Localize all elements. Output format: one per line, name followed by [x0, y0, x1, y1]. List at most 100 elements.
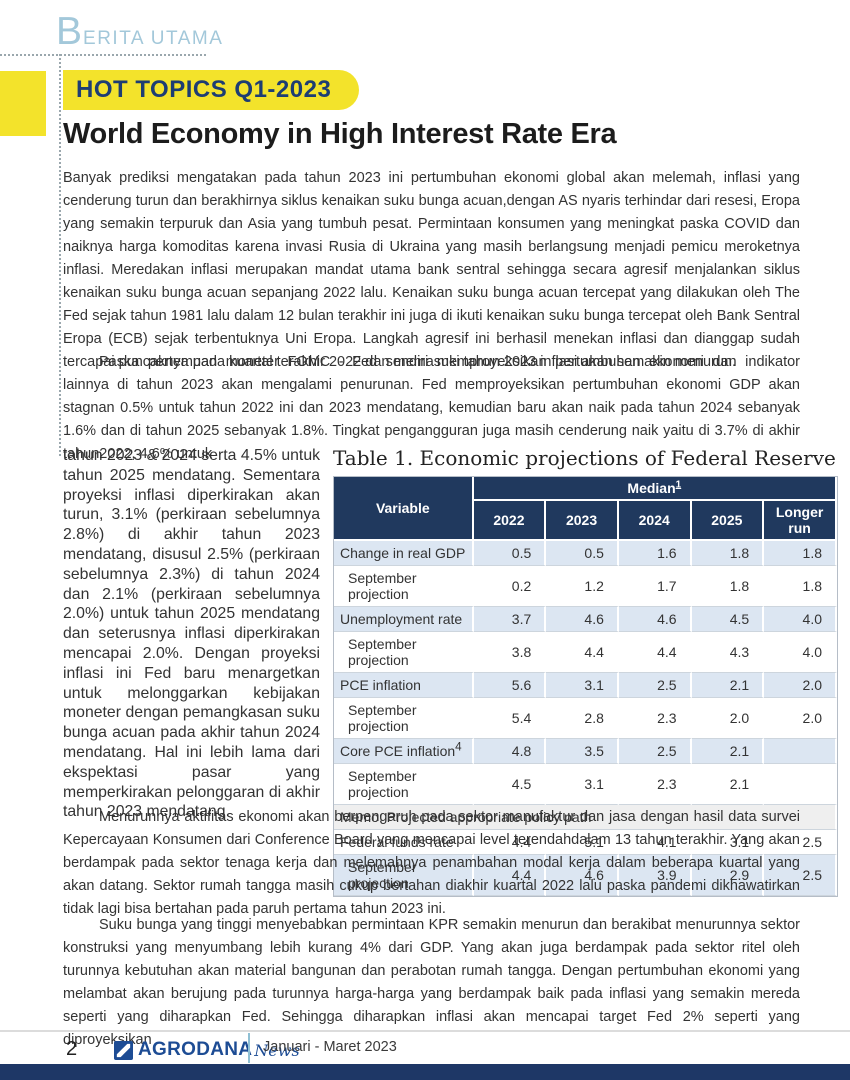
cell-value: 2.1	[691, 739, 765, 764]
median-footnote-sup: 1	[675, 479, 682, 491]
cell-value: 5.4	[473, 698, 547, 739]
col-header-2022: 2022	[473, 501, 547, 541]
row-label: PCE inflation	[334, 673, 474, 698]
footer-divider	[248, 1033, 250, 1063]
cell-value: 2.5	[618, 739, 692, 764]
cell-value: 3.1	[691, 830, 765, 855]
row-label: Core PCE inflation4	[334, 739, 474, 764]
cell-value: 1.6	[618, 541, 692, 566]
cell-value: 1.8	[764, 566, 837, 607]
cell-value: 3.1	[546, 764, 619, 805]
table-row: September projection 4.5 3.1 2.3 2.1	[334, 764, 837, 805]
col-header-2024: 2024	[618, 501, 692, 541]
paragraph-2-side: tahun 2023 & 2024 serta 4.5% untuk tahun…	[63, 447, 320, 821]
table-memo-row: Memo: Projected appropriate policy path	[334, 805, 837, 830]
memo-label: Memo: Projected appropriate policy path	[334, 805, 837, 830]
cell-value: 4.6	[546, 855, 619, 896]
col-header-2023: 2023	[546, 501, 619, 541]
paragraph-3: Menurunnya aktifitas ekonomi akan berpen…	[63, 809, 800, 917]
cell-value: 2.3	[618, 764, 692, 805]
row-footnote-sup: 4	[455, 740, 462, 754]
col-header-2025: 2025	[691, 501, 765, 541]
dotted-line-horizontal	[0, 54, 206, 56]
cell-value: 2.5	[764, 830, 837, 855]
cell-value: 3.5	[546, 739, 619, 764]
cell-value: 4.1	[618, 830, 692, 855]
cell-value: 1.8	[691, 566, 765, 607]
cell-value: 4.8	[473, 739, 547, 764]
cell-value: 2.1	[691, 764, 765, 805]
paragraph-4: Suku bunga yang tinggi menyebabkan permi…	[63, 917, 800, 1048]
table-row: September projection 0.2 1.2 1.7 1.8 1.8	[334, 566, 837, 607]
cell-value	[764, 739, 837, 764]
cell-value: 2.0	[764, 673, 837, 698]
two-column-section: tahun 2023 & 2024 serta 4.5% untuk tahun…	[63, 446, 838, 897]
cell-value: 4.3	[691, 632, 765, 673]
cell-value: 4.5	[691, 607, 765, 632]
cell-value: 3.8	[473, 632, 547, 673]
eyebrow-rest: ERITA UTAMA	[83, 28, 224, 49]
row-label-text: Core PCE inflation	[340, 743, 456, 759]
article-title: World Economy in High Interest Rate Era	[63, 118, 617, 150]
cell-value: 3.7	[473, 607, 547, 632]
bottom-navy-band	[0, 1064, 850, 1080]
row-label: Unemployment rate	[334, 607, 474, 632]
cell-value: 4.0	[764, 632, 837, 673]
agrodana-logo: AGRODANA News	[114, 1039, 300, 1061]
row-label: September projection	[334, 764, 474, 805]
table-group-header-row: Variable Median1	[334, 477, 837, 541]
table-row: Federal funds rate 4.4 5.1 4.1 3.1 2.5	[334, 830, 837, 855]
cell-value: 1.8	[764, 541, 837, 566]
cell-value: 0.5	[473, 541, 547, 566]
median-label: Median	[627, 480, 676, 496]
cell-value: 4.4	[473, 855, 547, 896]
cell-value: 0.5	[546, 541, 619, 566]
cell-value: 4.4	[618, 632, 692, 673]
cell-value: 2.0	[764, 698, 837, 739]
page-number: 2	[66, 1038, 78, 1060]
cell-value: 3.9	[618, 855, 692, 896]
cell-value: 5.1	[546, 830, 619, 855]
cell-value: 2.8	[546, 698, 619, 739]
cell-value: 2.1	[691, 673, 765, 698]
cell-value: 4.6	[546, 607, 619, 632]
table-row: September projection 3.8 4.4 4.4 4.3 4.0	[334, 632, 837, 673]
paragraph-1: Banyak prediksi mengatakan pada tahun 20…	[63, 170, 800, 370]
table-caption: Table 1. Economic projections of Federal…	[333, 446, 836, 470]
col-group-header-median: Median1	[473, 477, 837, 501]
row-label: September projection	[334, 855, 474, 896]
cell-value: 5.6	[473, 673, 547, 698]
table-row: Core PCE inflation4 4.8 3.5 2.5 2.1	[334, 739, 837, 764]
fed-projections-table: Variable Median1 2022 2023 2024 2025 Lon…	[333, 476, 838, 897]
row-label: Change in real GDP	[334, 541, 474, 566]
cell-value: 4.4	[546, 632, 619, 673]
cell-value: 1.8	[691, 541, 765, 566]
table-row: September projection 5.4 2.8 2.3 2.0 2.0	[334, 698, 837, 739]
cell-value: 4.4	[473, 830, 547, 855]
eyebrow-initial: B	[56, 10, 84, 53]
cell-value: 1.2	[546, 566, 619, 607]
logo-news-script: News	[254, 1040, 300, 1060]
table-row: September projection 4.4 4.6 3.9 2.9 2.5	[334, 855, 837, 896]
cell-value: 4.6	[618, 607, 692, 632]
table-row: Change in real GDP 0.5 0.5 1.6 1.8 1.8	[334, 541, 837, 566]
cell-value: 2.9	[691, 855, 765, 896]
cell-value: 4.0	[764, 607, 837, 632]
cell-value: 2.0	[691, 698, 765, 739]
row-label: September projection	[334, 632, 474, 673]
col-header-variable: Variable	[334, 477, 474, 541]
cell-value: 2.5	[764, 855, 837, 896]
logo-wordmark: AGRODANA	[138, 1039, 253, 1060]
cell-value: 3.1	[546, 673, 619, 698]
cell-value	[764, 764, 837, 805]
row-label: September projection	[334, 698, 474, 739]
footer-issue-date: Januari - Maret 2023	[263, 1039, 397, 1055]
cell-value: 2.3	[618, 698, 692, 739]
left-accent-bar	[0, 71, 46, 136]
footer-rule	[0, 1030, 850, 1032]
table-row: Unemployment rate 3.7 4.6 4.6 4.5 4.0	[334, 607, 837, 632]
cell-value: 0.2	[473, 566, 547, 607]
dotted-line-vertical	[59, 54, 61, 456]
table-block: Table 1. Economic projections of Federal…	[333, 446, 838, 897]
